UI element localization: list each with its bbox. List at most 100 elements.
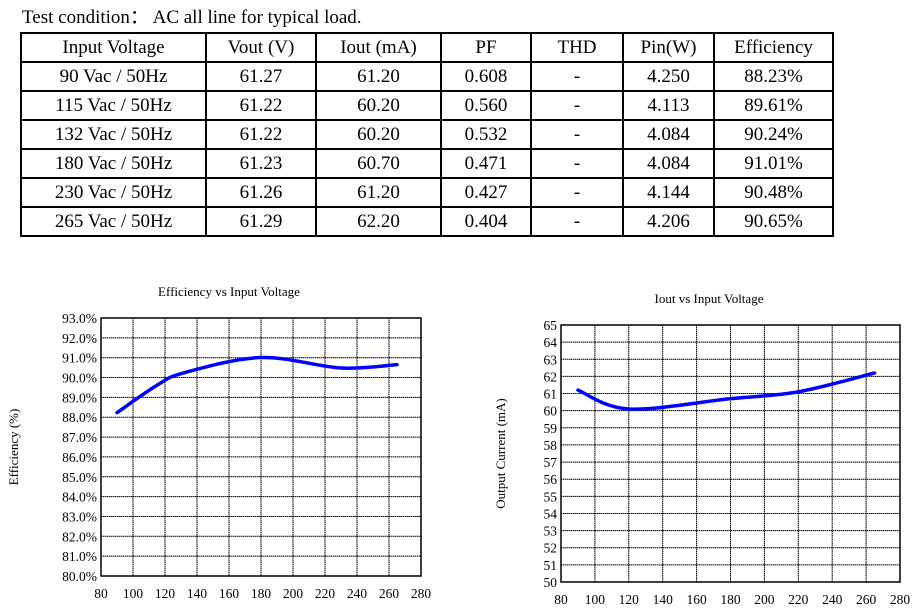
table-cell: 61.26 <box>205 177 317 208</box>
x-tick-label: 280 <box>411 586 432 601</box>
y-tick-label: 91.0% <box>62 351 97 366</box>
x-tick-label: 200 <box>754 592 775 607</box>
x-tick-label: 160 <box>219 586 240 601</box>
table-cell: 0.532 <box>440 119 532 150</box>
table-cell: 0.404 <box>440 206 532 237</box>
y-tick-label: 83.0% <box>62 509 97 524</box>
y-axis-label: Output Current (mA) <box>493 398 508 508</box>
y-tick-label: 58 <box>544 438 558 453</box>
table-cell: 0.427 <box>440 177 532 208</box>
table-cell: 61.23 <box>205 148 317 179</box>
table-cell: 90 Vac / 50Hz <box>20 61 207 92</box>
y-tick-label: 93.0% <box>62 311 97 326</box>
y-tick-label: 57 <box>544 455 558 470</box>
x-tick-label: 120 <box>619 592 640 607</box>
table-cell: 90.24% <box>713 119 834 150</box>
table-cell: 60.20 <box>315 119 442 150</box>
x-tick-label: 140 <box>187 586 208 601</box>
y-tick-label: 90.0% <box>62 371 97 386</box>
y-tick-label: 53 <box>544 524 558 539</box>
y-tick-label: 84.0% <box>62 490 97 505</box>
y-tick-label: 60 <box>544 404 558 419</box>
table-cell: 61.22 <box>205 90 317 121</box>
plot-frame <box>100 317 422 577</box>
column-header: Efficiency <box>713 32 834 63</box>
chart-title: Iout vs Input Voltage <box>655 291 764 306</box>
y-tick-label: 55 <box>544 489 558 504</box>
table-cell: 4.144 <box>622 177 715 208</box>
table-row: 230 Vac / 50Hz 61.26 61.20 0.427-4.144 90.48… <box>20 177 834 208</box>
y-tick-label: 54 <box>544 506 558 521</box>
table-cell: 89.61% <box>713 90 834 121</box>
y-tick-label: 59 <box>544 421 558 436</box>
x-tick-label: 260 <box>856 592 877 607</box>
x-tick-label: 120 <box>155 586 176 601</box>
table-cell: - <box>530 119 624 150</box>
measurement-table: Input Voltage Vout (V) Iout (mA) PF THD Pin(W… <box>20 32 834 237</box>
table-cell: 265 Vac / 50Hz <box>20 206 207 237</box>
table-cell: 4.250 <box>622 61 715 92</box>
table-cell: 90.48% <box>713 177 834 208</box>
table-cell: 61.29 <box>205 206 317 237</box>
x-tick-label: 280 <box>890 592 911 607</box>
x-tick-label: 200 <box>283 586 304 601</box>
table-row: 180 Vac / 50Hz 61.23 60.70 0.471-4.084 91.01… <box>20 148 834 179</box>
table-cell: - <box>530 177 624 208</box>
table-cell: 4.084 <box>622 148 715 179</box>
y-tick-label: 65 <box>544 318 558 333</box>
table-cell: 115 Vac / 50Hz <box>20 90 207 121</box>
y-tick-label: 50 <box>544 575 558 590</box>
y-tick-label: 62 <box>544 369 558 384</box>
table-cell: 60.20 <box>315 90 442 121</box>
plot-frame <box>560 324 901 583</box>
table-cell: 0.471 <box>440 148 532 179</box>
table-cell: 4.113 <box>622 90 715 121</box>
table-cell: 88.23% <box>713 61 834 92</box>
table-cell: - <box>530 90 624 121</box>
column-header: PF <box>440 32 532 63</box>
x-tick-label: 240 <box>822 592 843 607</box>
y-tick-label: 63 <box>544 352 558 367</box>
table-cell: 60.70 <box>315 148 442 179</box>
x-tick-label: 160 <box>686 592 707 607</box>
y-axis-label: Efficiency (%) <box>6 409 21 486</box>
y-tick-label: 56 <box>544 472 558 487</box>
y-tick-label: 61 <box>544 387 558 402</box>
y-tick-label: 80.0% <box>62 569 97 584</box>
x-tick-label: 140 <box>653 592 674 607</box>
column-header: THD <box>530 32 624 63</box>
table-cell: 90.65% <box>713 206 834 237</box>
table-row: 132 Vac / 50Hz 61.22 60.20 0.532-4.084 90.24… <box>20 119 834 150</box>
y-tick-label: 89.0% <box>62 390 97 405</box>
x-tick-label: 80 <box>94 586 108 601</box>
table-row: 115 Vac / 50Hz 61.22 60.20 0.560-4.113 89.61… <box>20 90 834 121</box>
table-row: 90 Vac / 50Hz 61.27 61.20 0.608-4.250 88.23% <box>20 61 834 92</box>
series-line <box>115 355 399 415</box>
y-tick-label: 82.0% <box>62 529 97 544</box>
table-cell: 132 Vac / 50Hz <box>20 119 207 150</box>
y-tick-label: 92.0% <box>62 331 97 346</box>
x-tick-label: 80 <box>554 592 568 607</box>
column-header: Input Voltage <box>20 32 207 63</box>
y-tick-label: 85.0% <box>62 470 97 485</box>
table-cell: - <box>530 61 624 92</box>
y-tick-label: 64 <box>544 335 558 350</box>
chart-1: Iout vs Input Voltage Output Current (mA)… <box>493 291 910 607</box>
chart-0: Efficiency vs Input Voltage Efficiency (%… <box>6 284 431 601</box>
table-cell: 4.206 <box>622 206 715 237</box>
table-cell: 0.560 <box>440 90 532 121</box>
column-header: Pin(W) <box>622 32 715 63</box>
y-tick-label: 51 <box>544 558 558 573</box>
x-tick-label: 220 <box>788 592 809 607</box>
series-line <box>576 371 877 411</box>
table-cell: 91.01% <box>713 148 834 179</box>
y-tick-label: 87.0% <box>62 430 97 445</box>
y-tick-label: 81.0% <box>62 549 97 564</box>
x-tick-label: 220 <box>315 586 336 601</box>
y-tick-label: 88.0% <box>62 410 97 425</box>
x-tick-label: 180 <box>720 592 741 607</box>
table-cell: 230 Vac / 50Hz <box>20 177 207 208</box>
table-cell: 61.27 <box>205 61 317 92</box>
chart-title: Efficiency vs Input Voltage <box>158 284 300 299</box>
